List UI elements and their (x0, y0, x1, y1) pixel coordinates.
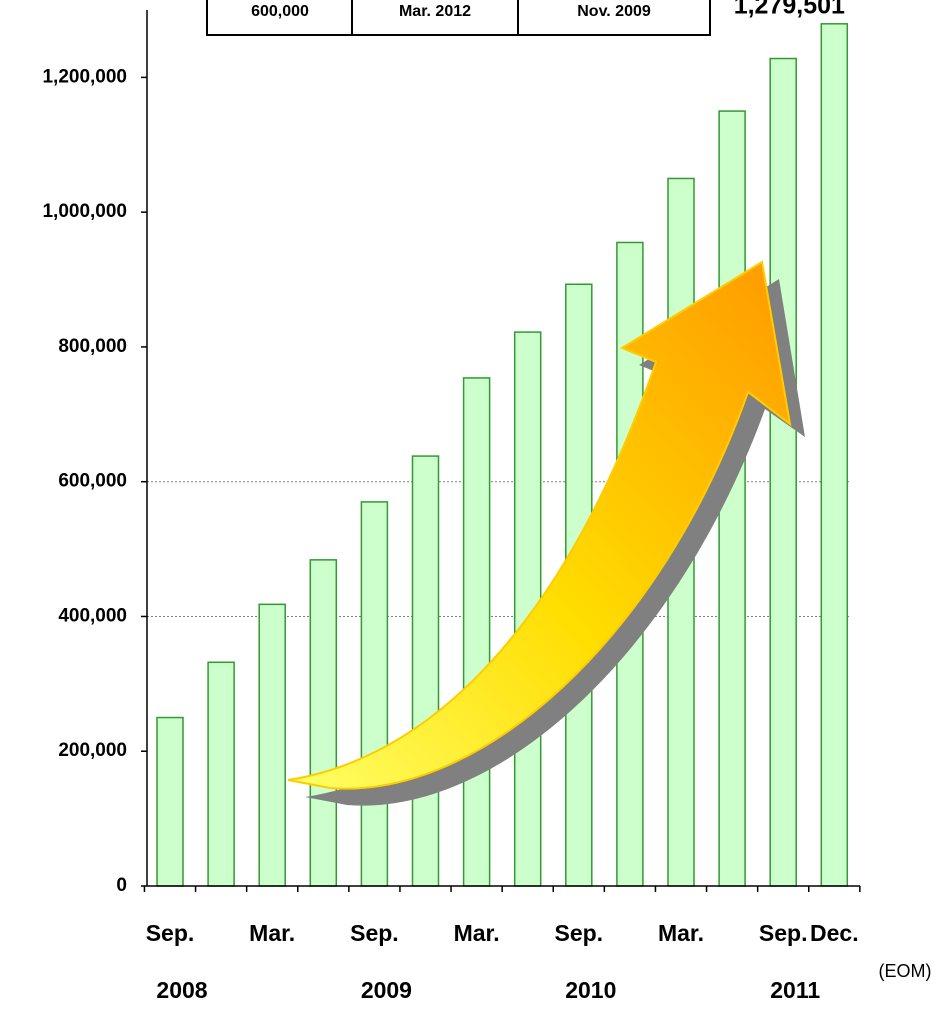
growth-arrow (287, 260, 805, 806)
x-tick-label: Mar. (454, 920, 500, 946)
x-year-label: 2011 (770, 977, 820, 1003)
x-tick-label: Mar. (249, 920, 295, 946)
y-tick-label: 1,000,000 (42, 201, 127, 222)
y-tick-label: 400,000 (58, 605, 127, 626)
x-tick-label: Sep. (146, 920, 195, 946)
bar (156, 716, 184, 887)
value-label: 1,279,501 (734, 0, 845, 20)
bar (258, 603, 286, 887)
arrow (287, 260, 792, 790)
unit-note: (EOM) (879, 961, 932, 981)
table-cell: Mar. 2012 (399, 3, 471, 20)
bar (769, 57, 797, 887)
table-frame (206, 0, 711, 36)
x-tick-label: Sep. (350, 920, 399, 946)
table-cell: 600,000 (251, 3, 309, 20)
y-tick-label: 1,200,000 (42, 66, 127, 87)
bar (360, 501, 389, 887)
bar (207, 661, 235, 887)
summary-table (206, 0, 711, 36)
x-tick-label: Dec. (810, 920, 859, 946)
x-tick-label: Sep. (555, 920, 604, 946)
x-tick-label: Mar. (658, 920, 704, 946)
bar (820, 23, 849, 887)
bar (513, 331, 542, 887)
x-tick-label: Sep. (759, 920, 808, 946)
bar (309, 559, 338, 887)
x-year-label: 2009 (361, 977, 412, 1003)
y-tick-label: 200,000 (58, 740, 127, 761)
x-year-label: 2008 (156, 977, 207, 1003)
y-tick-label: 0 (116, 875, 127, 896)
bar (462, 377, 491, 887)
y-tick-label: 800,000 (58, 336, 127, 357)
table-cell: Nov. 2009 (577, 3, 651, 20)
x-year-label: 2010 (565, 977, 616, 1003)
y-tick-label: 600,000 (58, 471, 127, 492)
bar (411, 455, 440, 887)
